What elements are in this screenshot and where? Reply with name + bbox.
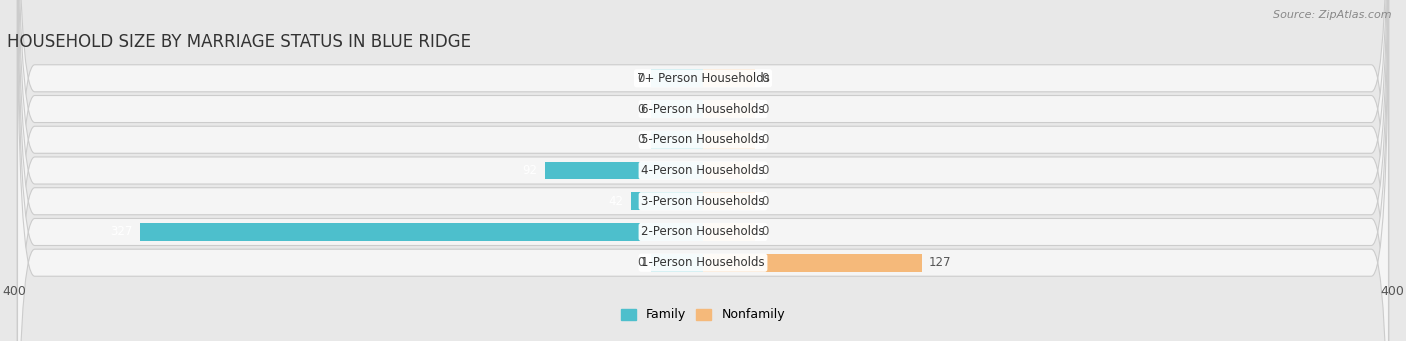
Text: 1-Person Households: 1-Person Households (641, 256, 765, 269)
Bar (139, 223, 703, 241)
Bar (631, 192, 703, 210)
FancyBboxPatch shape (17, 0, 1389, 341)
Text: 0: 0 (762, 103, 769, 116)
Text: 0: 0 (637, 103, 644, 116)
Text: 42: 42 (609, 195, 624, 208)
Text: 0: 0 (762, 225, 769, 238)
Text: 7+ Person Households: 7+ Person Households (637, 72, 769, 85)
Bar (703, 223, 755, 241)
Text: 0: 0 (762, 164, 769, 177)
Text: HOUSEHOLD SIZE BY MARRIAGE STATUS IN BLUE RIDGE: HOUSEHOLD SIZE BY MARRIAGE STATUS IN BLU… (7, 33, 471, 51)
Bar (651, 254, 703, 272)
FancyBboxPatch shape (17, 0, 1389, 341)
Bar (651, 100, 703, 118)
FancyBboxPatch shape (17, 0, 1389, 341)
Text: 4-Person Households: 4-Person Households (641, 164, 765, 177)
Text: 6-Person Households: 6-Person Households (641, 103, 765, 116)
FancyBboxPatch shape (17, 0, 1389, 341)
Text: 327: 327 (111, 225, 134, 238)
FancyBboxPatch shape (17, 0, 1389, 341)
Legend: Family, Nonfamily: Family, Nonfamily (621, 308, 785, 321)
Text: 0: 0 (637, 72, 644, 85)
Text: 92: 92 (523, 164, 537, 177)
FancyBboxPatch shape (17, 0, 1389, 341)
Bar (651, 69, 703, 87)
Text: 0: 0 (762, 195, 769, 208)
FancyBboxPatch shape (17, 0, 1389, 341)
Text: 0: 0 (637, 256, 644, 269)
Text: 3-Person Households: 3-Person Households (641, 195, 765, 208)
Text: 0: 0 (762, 72, 769, 85)
Bar (703, 131, 755, 149)
Bar (703, 69, 755, 87)
Text: Source: ZipAtlas.com: Source: ZipAtlas.com (1274, 10, 1392, 20)
Bar (703, 254, 922, 272)
Bar (703, 192, 755, 210)
Bar (544, 162, 703, 179)
Text: 5-Person Households: 5-Person Households (641, 133, 765, 146)
Text: 0: 0 (762, 133, 769, 146)
Text: 0: 0 (637, 133, 644, 146)
Bar (703, 162, 755, 179)
Bar (703, 100, 755, 118)
Text: 127: 127 (928, 256, 950, 269)
Text: 2-Person Households: 2-Person Households (641, 225, 765, 238)
Bar (651, 131, 703, 149)
